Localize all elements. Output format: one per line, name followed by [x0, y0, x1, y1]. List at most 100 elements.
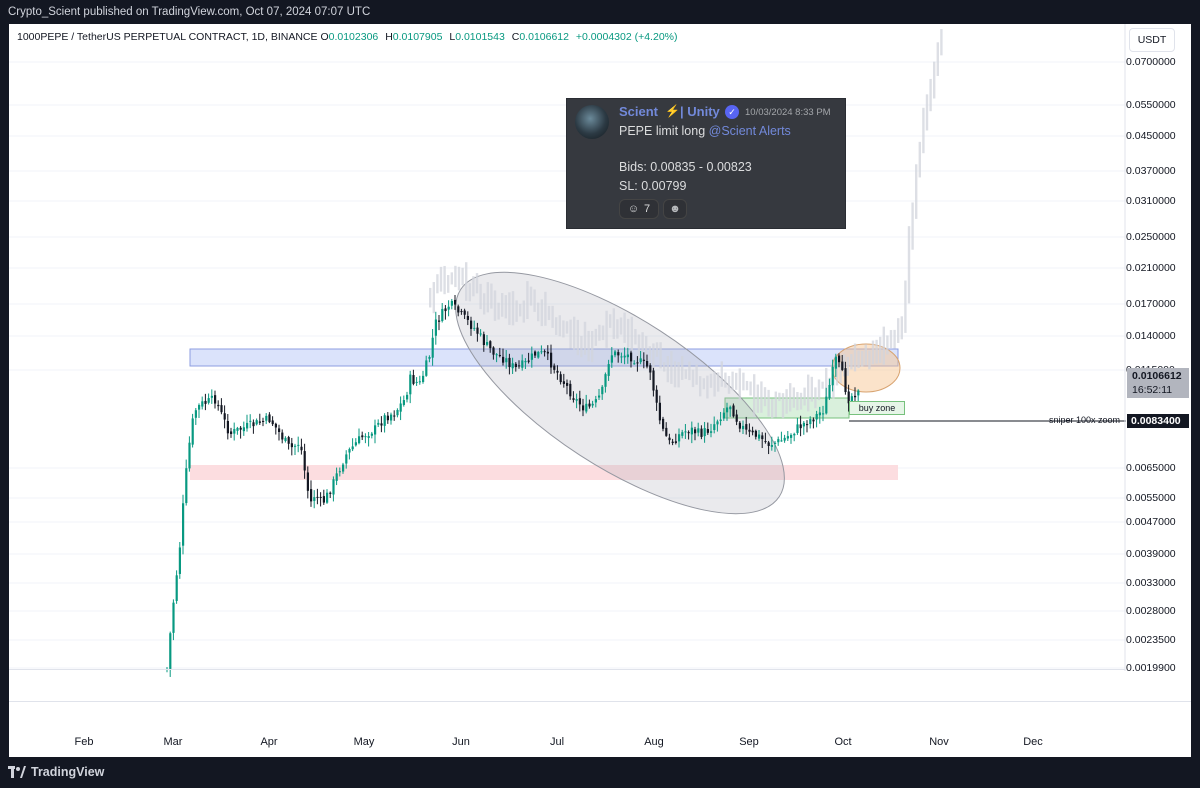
candle-body — [847, 391, 850, 404]
currency-button[interactable]: USDT — [1129, 28, 1175, 52]
projection-candle — [846, 356, 849, 376]
projection-candle — [522, 300, 525, 323]
candle-body — [441, 308, 444, 322]
candle-body — [601, 386, 604, 395]
projection-candle — [587, 330, 590, 362]
candle-body — [380, 423, 383, 426]
projection-candle — [825, 367, 828, 398]
lightning-bolt-icon: ⚡ — [665, 104, 680, 118]
projection-candle — [724, 372, 727, 388]
projection-candle — [601, 325, 605, 341]
projection-candle — [915, 164, 918, 219]
candle-body — [674, 441, 677, 443]
candle-body — [255, 420, 258, 425]
projection-candle — [537, 302, 540, 322]
projection-candle — [767, 389, 770, 417]
candle-body — [678, 434, 681, 442]
candle-body — [210, 395, 213, 398]
projection-candle — [580, 336, 583, 358]
candle-body — [703, 428, 706, 437]
projection-candle — [745, 380, 749, 391]
price-axis-label: 0.0450000 — [1126, 130, 1176, 142]
candle-body — [841, 361, 844, 370]
projection-candle — [681, 356, 684, 380]
candle-body — [774, 442, 777, 444]
projection-candle — [857, 350, 860, 369]
chart-canvas[interactable] — [9, 24, 1191, 757]
candle-body — [690, 427, 693, 435]
projection-candle — [641, 332, 644, 353]
candle-body — [172, 602, 175, 633]
candle-body — [390, 414, 393, 421]
candle-body — [287, 437, 290, 444]
candle-body — [748, 429, 751, 432]
open-label: O — [320, 31, 329, 43]
candle-body — [409, 374, 412, 395]
projection-candle — [709, 373, 713, 388]
symbol-legend: 1000PEPE / TetherUS PERPETUAL CONTRACT, … — [17, 31, 678, 43]
projection-candle — [666, 356, 669, 383]
candle-body — [751, 430, 754, 433]
projection-candle — [591, 331, 594, 363]
candle-body — [742, 425, 745, 430]
candle-body — [370, 433, 373, 436]
candle-body — [783, 437, 786, 441]
correction-ellipse[interactable] — [420, 227, 819, 558]
projection-candle — [785, 389, 788, 414]
candle-body — [399, 403, 402, 412]
candle-body — [822, 413, 825, 415]
projection-candle — [652, 343, 655, 372]
projection-candle — [465, 262, 468, 301]
candle-body — [303, 451, 306, 471]
candle-body — [527, 360, 530, 362]
projection-candle — [940, 29, 943, 56]
chart-pane[interactable]: 1000PEPE / TetherUS PERPETUAL CONTRACT, … — [9, 24, 1191, 757]
candle-body — [262, 420, 265, 422]
projection-candle — [882, 326, 885, 365]
projection-candle — [562, 320, 565, 338]
candle-body — [284, 437, 287, 441]
candle-body — [329, 492, 332, 494]
projection-candle — [781, 393, 785, 419]
discord-role: | Unity — [680, 104, 720, 119]
brand-name: TradingView — [31, 765, 105, 779]
candle-body — [274, 423, 277, 428]
projection-candle — [814, 387, 817, 409]
candle-body — [585, 403, 588, 412]
projection-candle — [803, 387, 806, 406]
candle-body — [310, 489, 313, 502]
sniper-label: sniper 100x zoom — [1049, 415, 1121, 425]
candle-body — [655, 389, 658, 403]
candle-body — [578, 398, 581, 405]
candle-body — [294, 445, 297, 447]
candle-body — [406, 394, 409, 400]
candle-body — [361, 435, 364, 438]
candle-body — [559, 374, 562, 383]
support-zone[interactable] — [190, 465, 898, 480]
candle-body — [687, 432, 690, 434]
projection-candle — [630, 316, 633, 351]
candle-body — [754, 430, 757, 437]
buy-zone-label[interactable]: buy zone — [849, 401, 905, 415]
projection-candle — [547, 305, 551, 321]
candle-body — [358, 436, 361, 444]
candle-body — [415, 381, 418, 383]
candle-body — [265, 415, 268, 421]
candle-body — [191, 418, 194, 445]
projection-candle — [879, 336, 882, 363]
candle-body — [838, 355, 841, 363]
candle-body — [633, 363, 636, 365]
candle-body — [735, 414, 738, 422]
price-axis-label: 0.0065000 — [1126, 462, 1176, 474]
candle-body — [518, 365, 521, 367]
projection-candle — [670, 351, 673, 384]
projection-candle — [544, 291, 547, 326]
projection-candle — [742, 372, 745, 391]
bar-countdown: 16:52:11 — [1132, 384, 1173, 396]
month-label: Dec — [1023, 736, 1043, 748]
candle-body — [220, 405, 223, 413]
candle-body — [447, 306, 450, 310]
price-axis-label: 0.0039000 — [1126, 548, 1176, 560]
candle-body — [278, 428, 281, 433]
candle-body — [194, 410, 197, 418]
